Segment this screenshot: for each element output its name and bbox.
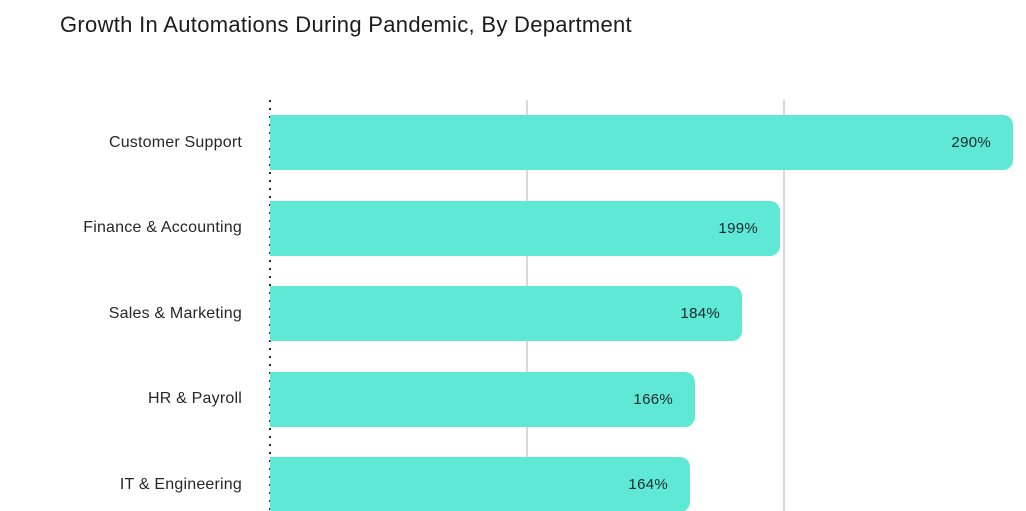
category-label: Customer Support bbox=[108, 133, 242, 151]
bar-rows: Customer Support 290% Finance & Accounti… bbox=[0, 100, 1026, 511]
category-label: Sales & Marketing bbox=[108, 304, 242, 322]
bar-hr-payroll: 166% bbox=[270, 371, 695, 427]
bar-row-finance-accounting: Finance & Accounting 199% bbox=[0, 186, 1026, 272]
bar-chart: Customer Support 290% Finance & Accounti… bbox=[0, 100, 1026, 511]
category-label: Finance & Accounting bbox=[83, 219, 242, 237]
bar-row-customer-support: Customer Support 290% bbox=[0, 100, 1026, 186]
chart-title: Growth In Automations During Pandemic, B… bbox=[60, 12, 632, 37]
bar-value-label: 166% bbox=[633, 390, 673, 408]
bar-row-sales-marketing: Sales & Marketing 184% bbox=[0, 271, 1026, 357]
gridline-200pct bbox=[783, 100, 785, 511]
category-label: IT & Engineering bbox=[119, 475, 242, 493]
bar-value-label: 164% bbox=[628, 476, 668, 493]
bar-finance-accounting: 199% bbox=[270, 200, 780, 256]
category-label: HR & Payroll bbox=[148, 390, 242, 408]
bar-sales-marketing: 184% bbox=[270, 286, 742, 341]
bar-value-label: 199% bbox=[718, 219, 758, 237]
bar-row-it-engineering: IT & Engineering 164% bbox=[0, 442, 1026, 511]
bar-row-hr-payroll: HR & Payroll 166% bbox=[0, 357, 1026, 443]
bar-value-label: 290% bbox=[951, 134, 991, 151]
bar-customer-support: 290% bbox=[270, 115, 1013, 170]
bar-it-engineering: 164% bbox=[270, 457, 690, 511]
bar-value-label: 184% bbox=[680, 305, 720, 322]
